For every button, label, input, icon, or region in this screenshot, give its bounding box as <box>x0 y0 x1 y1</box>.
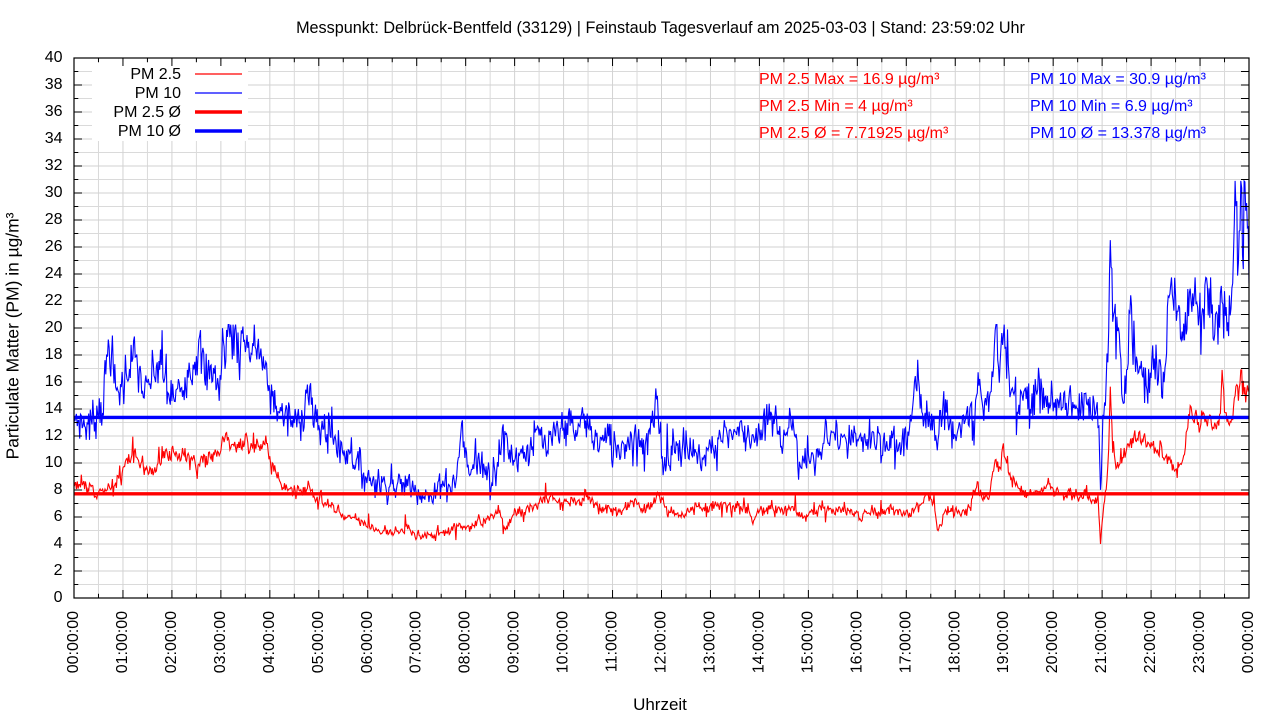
svg-text:26: 26 <box>45 238 63 255</box>
svg-text:4: 4 <box>54 535 63 552</box>
svg-text:12: 12 <box>45 427 63 444</box>
svg-text:02:00:00: 02:00:00 <box>163 611 180 673</box>
svg-text:38: 38 <box>45 76 63 93</box>
svg-text:Uhrzeit: Uhrzeit <box>633 695 687 714</box>
svg-text:40: 40 <box>45 49 63 66</box>
svg-text:08:00:00: 08:00:00 <box>457 611 474 673</box>
svg-text:34: 34 <box>45 130 63 147</box>
svg-text:PM 10 Ø: PM 10 Ø <box>118 123 181 140</box>
svg-text:22: 22 <box>45 292 63 309</box>
svg-text:PM 2.5: PM 2.5 <box>130 66 181 83</box>
svg-text:12:00:00: 12:00:00 <box>653 611 670 673</box>
svg-text:05:00:00: 05:00:00 <box>310 611 327 673</box>
svg-text:PM 2.5 Min = 4 µg/m³: PM 2.5 Min = 4 µg/m³ <box>759 98 913 115</box>
svg-text:28: 28 <box>45 211 63 228</box>
svg-text:21:00:00: 21:00:00 <box>1093 611 1110 673</box>
svg-text:2: 2 <box>54 562 63 579</box>
svg-text:PM 2.5 Ø = 7.71925 µg/m³: PM 2.5 Ø = 7.71925 µg/m³ <box>759 125 949 142</box>
svg-text:10:00:00: 10:00:00 <box>555 611 572 673</box>
svg-text:PM 10 Max = 30.9 µg/m³: PM 10 Max = 30.9 µg/m³ <box>1030 71 1207 88</box>
svg-text:19:00:00: 19:00:00 <box>995 611 1012 673</box>
svg-text:11:00:00: 11:00:00 <box>604 611 621 672</box>
svg-text:8: 8 <box>54 481 63 498</box>
svg-text:06:00:00: 06:00:00 <box>359 611 376 673</box>
svg-text:14: 14 <box>45 400 63 417</box>
svg-text:20:00:00: 20:00:00 <box>1044 611 1061 673</box>
svg-text:01:00:00: 01:00:00 <box>114 611 131 673</box>
svg-text:15:00:00: 15:00:00 <box>799 611 816 673</box>
svg-text:PM 10: PM 10 <box>135 85 181 102</box>
svg-text:PM 10 Ø = 13.378 µg/m³: PM 10 Ø = 13.378 µg/m³ <box>1030 125 1207 142</box>
svg-text:Particulate Matter (PM) in µg/: Particulate Matter (PM) in µg/m³ <box>3 212 23 459</box>
svg-text:14:00:00: 14:00:00 <box>750 611 767 673</box>
svg-text:22:00:00: 22:00:00 <box>1142 611 1159 673</box>
svg-text:07:00:00: 07:00:00 <box>408 611 425 673</box>
svg-text:PM 2.5 Max = 16.9 µg/m³: PM 2.5 Max = 16.9 µg/m³ <box>759 71 940 88</box>
svg-text:10: 10 <box>45 454 63 471</box>
svg-text:32: 32 <box>45 157 63 174</box>
svg-text:16: 16 <box>45 373 63 390</box>
svg-text:17:00:00: 17:00:00 <box>897 611 914 673</box>
svg-text:PM 10 Min = 6.9 µg/m³: PM 10 Min = 6.9 µg/m³ <box>1030 98 1193 115</box>
svg-text:Messpunkt: Delbrück-Bentfeld (: Messpunkt: Delbrück-Bentfeld (33129) | F… <box>296 19 1025 37</box>
svg-text:0: 0 <box>54 589 63 606</box>
svg-text:18: 18 <box>45 346 63 363</box>
svg-text:30: 30 <box>45 184 63 201</box>
svg-text:03:00:00: 03:00:00 <box>212 611 229 673</box>
svg-text:23:00:00: 23:00:00 <box>1191 611 1208 673</box>
svg-text:20: 20 <box>45 319 63 336</box>
svg-text:PM 2.5 Ø: PM 2.5 Ø <box>113 104 181 121</box>
svg-text:16:00:00: 16:00:00 <box>848 611 865 673</box>
svg-text:00:00:00: 00:00:00 <box>65 611 82 673</box>
svg-text:09:00:00: 09:00:00 <box>506 611 523 673</box>
svg-text:00:00:00: 00:00:00 <box>1240 611 1257 673</box>
svg-text:24: 24 <box>45 265 63 282</box>
svg-text:13:00:00: 13:00:00 <box>701 611 718 673</box>
svg-text:6: 6 <box>54 508 63 525</box>
svg-text:04:00:00: 04:00:00 <box>261 611 278 673</box>
svg-text:18:00:00: 18:00:00 <box>946 611 963 673</box>
svg-text:36: 36 <box>45 103 63 120</box>
